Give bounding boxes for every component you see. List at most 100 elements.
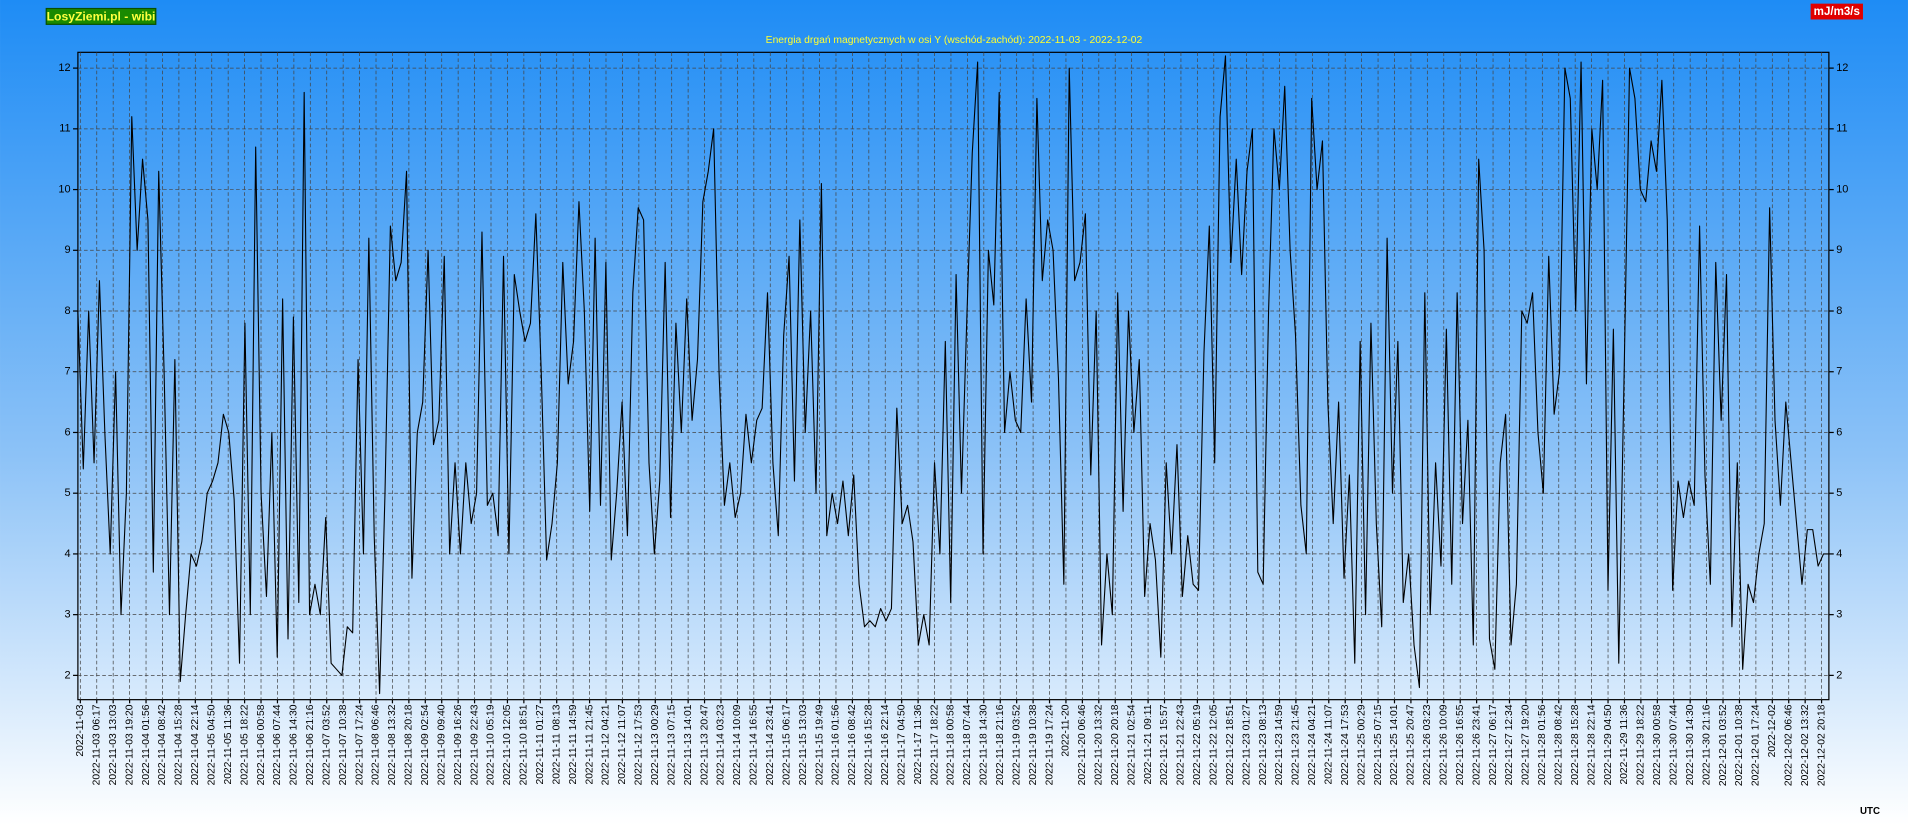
y-tick-label: 11 bbox=[59, 123, 70, 135]
x-tick-label: 2022-11-10 18:51 bbox=[519, 704, 530, 785]
unit-badge bbox=[1810, 3, 1863, 20]
y-tick-label: 10 bbox=[58, 183, 70, 195]
x-tick-label: 2022-12-02 20:18 bbox=[1816, 704, 1827, 786]
x-tick-label: 2022-11-23 21:45 bbox=[1291, 704, 1302, 785]
x-tick-label: 2022-11-05 18:22 bbox=[239, 704, 250, 785]
x-tick-label: 2022-11-16 08:42 bbox=[847, 704, 858, 785]
site-label: LosyZiemi.pl - wibi bbox=[47, 9, 156, 23]
timezone-label: UTC bbox=[1860, 806, 1880, 817]
x-tick-label: 2022-11-20 bbox=[1061, 704, 1072, 756]
plot: 2 2 3 3 4 4 5 5 6 6 7 7 8 8 9 9 10 10 11 11 12 12 2022-11-03 20… bbox=[58, 51, 1848, 786]
x-tick-label: 2022-11-21 22:43 bbox=[1176, 704, 1187, 785]
x-tick-label: 2022-11-24 04:21 bbox=[1307, 704, 1318, 785]
x-tick-label: 2022-11-23 14:59 bbox=[1274, 704, 1285, 785]
x-tick-label: 2022-11-11 08:13 bbox=[551, 704, 562, 784]
x-tick-label: 2022-12-02 13:32 bbox=[1800, 704, 1811, 786]
x-tick-label: 2022-11-26 10:09 bbox=[1439, 704, 1450, 785]
y2-tick-label: 7 bbox=[1836, 366, 1842, 378]
x-tick-label: 2022-11-24 11:07 bbox=[1324, 704, 1335, 784]
x-tick-label: 2022-11-25 14:01 bbox=[1389, 704, 1400, 785]
y-tick-label: 6 bbox=[64, 426, 70, 438]
x-tick-label: 2022-11-09 22:43 bbox=[469, 704, 480, 785]
x-tick-label: 2022-11-11 01:27 bbox=[535, 704, 546, 784]
x-tick-label: 2022-11-06 07:44 bbox=[272, 704, 283, 785]
x-tick-label: 2022-11-23 01:27 bbox=[1241, 704, 1252, 785]
x-tick-label: 2022-11-07 03:52 bbox=[321, 704, 332, 785]
x-tick-label: 2022-11-03 13:03 bbox=[108, 704, 119, 785]
x-tick-label: 2022-11-08 20:18 bbox=[404, 704, 415, 785]
y2-tick-label: 9 bbox=[1836, 244, 1842, 256]
x-tick-label: 2022-11-07 10:38 bbox=[338, 704, 349, 785]
x-tick-label: 2022-11-13 20:47 bbox=[699, 704, 710, 785]
x-tick-label: 2022-11-14 03:23 bbox=[716, 704, 727, 785]
x-tick-label: 2022-11-22 12:05 bbox=[1209, 704, 1220, 785]
y-tick-label: 3 bbox=[64, 609, 70, 621]
x-tick-label: 2022-11-26 03:23 bbox=[1422, 704, 1433, 785]
x-tick-label: 2022-11-17 04:50 bbox=[896, 704, 907, 785]
x-tick-label: 2022-11-05 04:50 bbox=[206, 704, 217, 785]
x-tick-label: 2022-11-12 17:53 bbox=[634, 704, 645, 785]
plot-area bbox=[77, 51, 1830, 701]
x-tick-label: 2022-11-27 12:34 bbox=[1504, 704, 1515, 785]
x-tick-label: 2022-11-19 10:38 bbox=[1028, 704, 1039, 785]
x-tick-label: 2022-11-29 11:36 bbox=[1619, 704, 1630, 784]
x-tick-label: 2022-11-14 23:41 bbox=[765, 704, 776, 785]
unit-label: mJ/m3/s bbox=[1814, 6, 1860, 18]
x-tick-label: 2022-11-05 11:36 bbox=[223, 704, 234, 784]
x-tick-label: 2022-11-18 21:16 bbox=[995, 704, 1006, 785]
x-tick-label: 2022-11-15 06:17 bbox=[781, 704, 792, 785]
x-tick-label: 2022-11-30 07:44 bbox=[1668, 704, 1679, 785]
x-tick-label: 2022-11-09 16:26 bbox=[453, 704, 464, 785]
y2-tick-label: 10 bbox=[1836, 183, 1848, 195]
x-tick-label: 2022-11-03 06:17 bbox=[91, 704, 102, 785]
y-tick-label: 2 bbox=[64, 669, 70, 681]
x-tick-label: 2022-11-06 21:16 bbox=[305, 704, 316, 785]
x-tick-label: 2022-11-18 07:44 bbox=[962, 704, 973, 785]
x-tick-label: 2022-12-01 17:24 bbox=[1751, 704, 1762, 786]
x-tick-label: 2022-11-30 14:30 bbox=[1685, 704, 1696, 785]
x-tick-label: 2022-11-26 23:41 bbox=[1471, 704, 1482, 785]
x-tick-label: 2022-11-21 15:57 bbox=[1159, 704, 1170, 785]
x-tick-label: 2022-11-22 18:51 bbox=[1225, 704, 1236, 785]
x-tick-label: 2022-11-18 00:58 bbox=[946, 704, 957, 785]
x-tick-label: 2022-11-09 02:54 bbox=[420, 704, 431, 785]
x-tick-label: 2022-11-20 13:32 bbox=[1094, 704, 1105, 785]
x-tick-label: 2022-11-29 18:22 bbox=[1636, 704, 1647, 785]
x-tick-label: 2022-11-12 11:07 bbox=[617, 704, 628, 784]
x-tick-label: 2022-11-25 00:29 bbox=[1356, 704, 1367, 785]
x-tick-label: 2022-11-04 08:42 bbox=[157, 704, 168, 785]
x-tick-label: 2022-11-16 22:14 bbox=[880, 704, 891, 785]
x-tick-label: 2022-11-24 17:53 bbox=[1340, 704, 1351, 785]
x-tick-label: 2022-11-04 22:14 bbox=[190, 704, 201, 785]
x-tick-label: 2022-11-17 18:22 bbox=[929, 704, 940, 785]
y2-tick-label: 8 bbox=[1836, 305, 1842, 317]
x-tick-label: 2022-11-04 15:28 bbox=[174, 704, 185, 785]
x-tick-label: 2022-11-10 05:19 bbox=[486, 704, 497, 785]
x-tick-label: 2022-11-18 14:30 bbox=[979, 704, 990, 785]
y2-tick-label: 12 bbox=[1836, 62, 1848, 74]
x-tick-label: 2022-11-14 10:09 bbox=[732, 704, 743, 785]
x-tick-label: 2022-11-21 02:54 bbox=[1126, 704, 1137, 785]
x-tick-label: 2022-12-02 bbox=[1767, 704, 1778, 757]
x-tick-label: 2022-11-14 16:55 bbox=[749, 704, 760, 785]
x-tick-label: 2022-11-29 04:50 bbox=[1603, 704, 1614, 785]
x-tick-label: 2022-11-28 15:28 bbox=[1570, 704, 1581, 785]
x-tick-label: 2022-11-20 20:18 bbox=[1110, 704, 1121, 785]
y-tick-label: 7 bbox=[64, 366, 70, 378]
x-tick-label: 2022-11-30 21:16 bbox=[1701, 704, 1712, 785]
x-tick-label: 2022-11-13 00:29 bbox=[650, 704, 661, 785]
x-tick-label: 2022-11-04 01:56 bbox=[141, 704, 152, 785]
chart-title: Energia drgań magnetycznych w osi Y (wsc… bbox=[766, 35, 1143, 46]
x-tick-label: 2022-11-06 00:58 bbox=[256, 704, 267, 785]
x-tick-label: 2022-11-30 00:58 bbox=[1652, 704, 1663, 785]
x-tick-label: 2022-11-28 08:42 bbox=[1553, 704, 1564, 785]
x-tick-label: 2022-11-03 19:20 bbox=[124, 704, 135, 785]
x-tick-label: 2022-11-19 03:52 bbox=[1011, 704, 1022, 785]
x-tick-label: 2022-11-12 04:21 bbox=[601, 704, 612, 785]
y2-tick-label: 11 bbox=[1836, 123, 1847, 135]
x-tick-label: 2022-12-02 06:46 bbox=[1783, 704, 1794, 786]
x-tick-label: 2022-11-27 06:17 bbox=[1488, 704, 1499, 785]
x-tick-label: 2022-12-01 03:52 bbox=[1718, 704, 1729, 786]
x-tick-label: 2022-11-15 19:49 bbox=[814, 704, 825, 785]
